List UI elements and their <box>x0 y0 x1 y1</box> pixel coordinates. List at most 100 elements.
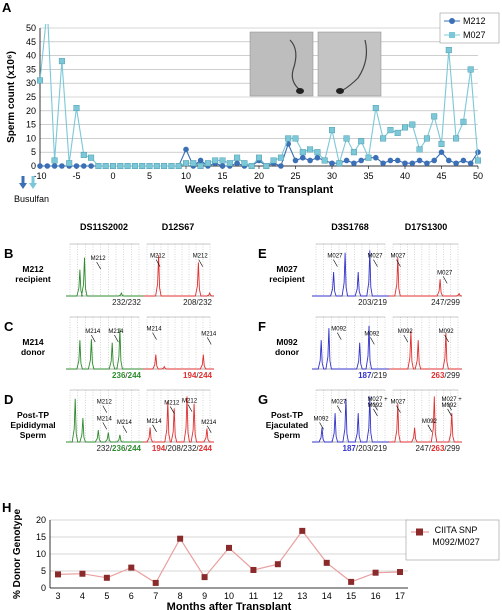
point-m027 <box>314 149 321 156</box>
panel-letter-d: D <box>4 392 13 407</box>
point-m212 <box>351 160 357 167</box>
allele-arrow <box>447 408 452 417</box>
allele-label: M027 <box>390 254 406 260</box>
point-m027 <box>292 135 299 142</box>
point-m027 <box>109 162 116 169</box>
point-m027 <box>153 162 160 169</box>
allele-label: M212 <box>164 401 180 407</box>
point-m027 <box>423 135 430 142</box>
allele-label: M214 <box>117 420 133 426</box>
point-m212 <box>431 157 438 164</box>
trace-peaks <box>312 325 389 370</box>
row-label: recipient <box>15 274 51 284</box>
trace-e-1: M027 M027 203/219 <box>312 243 389 307</box>
allele-arrow <box>444 334 449 343</box>
allele-label: M214 <box>201 420 217 426</box>
sperm-micrograph-2 <box>317 31 382 97</box>
trace-f-1: M092 M092 187/219 <box>312 316 389 380</box>
y-tick-label: 5 <box>41 566 46 576</box>
allele-label: M092 <box>367 403 383 409</box>
panel-a: A 0 5 10 15 20 25 30 35 40 45 50 -10 -5 0 5 10 15 20 25 30 3… <box>2 0 500 204</box>
genotype-label: 247/299 <box>431 298 460 307</box>
legend-label-m027: M027 <box>463 30 486 40</box>
panel-letter-a: A <box>2 0 12 15</box>
y-tick-label: 10 <box>26 133 36 143</box>
row-label: M214 <box>22 337 44 347</box>
genotype-part: 244 <box>199 371 213 380</box>
point-m027 <box>350 149 357 156</box>
x-tick-label: -5 <box>72 171 80 181</box>
point-m212 <box>59 163 65 169</box>
x-tick-label: 4 <box>80 591 85 601</box>
point-m027 <box>372 105 379 112</box>
trace-peaks <box>143 255 214 297</box>
genotype-part: /208/232/ <box>165 444 199 453</box>
legend-marker-m027 <box>449 32 455 38</box>
legend-line-1: CIITA SNP <box>435 525 478 535</box>
genotype-part: 187 <box>358 371 372 380</box>
point-m212 <box>387 157 394 164</box>
y-tick-label: 5 <box>31 147 36 157</box>
point-m027 <box>161 162 168 169</box>
point-m027 <box>387 127 394 134</box>
point-m027 <box>45 6 51 12</box>
genotype-label: 232/236/244 <box>96 444 141 453</box>
trace-peaks <box>66 257 143 297</box>
x-tick-label: 15 <box>346 591 356 601</box>
allele-arrow <box>370 337 375 345</box>
point-m212 <box>467 160 474 167</box>
point-ciita <box>348 578 355 585</box>
genotype-label: 187/203/219 <box>343 444 388 453</box>
point-m212 <box>453 160 459 167</box>
point-m027 <box>438 140 445 147</box>
point-m027 <box>431 113 438 120</box>
x-tick-label: 5 <box>104 591 109 601</box>
genotype-part: /203/219 <box>356 444 388 453</box>
trace-b-1: M212 232/232 <box>66 243 143 307</box>
point-m027 <box>51 157 58 164</box>
allele-label: M092 <box>398 329 414 335</box>
busulfan-annotation: Busulfan <box>14 176 49 204</box>
panel-letter-h: H <box>2 500 11 515</box>
trace-peaks <box>143 354 214 370</box>
genotype-label: 263/299 <box>431 371 460 380</box>
allele-arrow <box>96 261 101 270</box>
busulfan-label: Busulfan <box>14 194 49 204</box>
y-tick-label: 40 <box>26 51 36 61</box>
point-m027 <box>277 154 284 161</box>
allele-label: M027 + <box>367 397 388 403</box>
x-tick-label: 8 <box>178 591 183 601</box>
allele-arrow <box>155 259 161 267</box>
row-label: donor <box>275 347 300 357</box>
point-m027 <box>175 162 182 169</box>
allele-label: M092 <box>422 419 438 425</box>
point-m027 <box>190 160 197 167</box>
point-m027 <box>95 162 102 169</box>
genotype-label: 232/232 <box>112 298 141 307</box>
column-header-right2: D17S1300 <box>405 222 448 232</box>
point-m212 <box>219 163 226 169</box>
point-m212 <box>44 163 51 169</box>
panel-letter-e: E <box>258 246 267 261</box>
y-tick-label: 10 <box>36 549 46 559</box>
x-axis-label: Months after Transplant <box>167 601 292 610</box>
busulfan-arrow-2 <box>29 176 37 189</box>
point-m027 <box>88 154 95 161</box>
genotype-part: 208/232 <box>183 298 212 307</box>
point-ciita <box>103 574 110 581</box>
allele-arrow <box>152 424 157 432</box>
point-m027 <box>234 154 241 161</box>
point-m027 <box>139 162 146 169</box>
genotype-part: 244 <box>199 444 213 453</box>
column-header-right1: D3S1768 <box>331 222 369 232</box>
genotype-part: / <box>125 444 128 453</box>
allele-arrow <box>102 422 108 430</box>
legend-marker-m212 <box>449 18 455 24</box>
panel-letter-g: G <box>258 392 268 407</box>
point-m027 <box>299 149 306 156</box>
trace-peaks <box>389 330 462 370</box>
